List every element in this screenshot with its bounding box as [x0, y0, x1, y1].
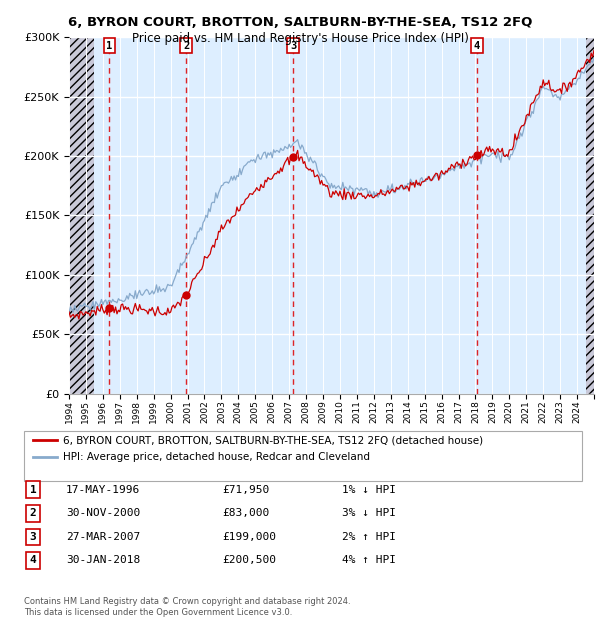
- Text: £71,950: £71,950: [222, 485, 269, 495]
- Text: 1: 1: [29, 485, 37, 495]
- Text: 3% ↓ HPI: 3% ↓ HPI: [342, 508, 396, 518]
- Text: 3: 3: [29, 532, 37, 542]
- Text: 27-MAR-2007: 27-MAR-2007: [66, 532, 140, 542]
- Text: 30-NOV-2000: 30-NOV-2000: [66, 508, 140, 518]
- Text: Price paid vs. HM Land Registry's House Price Index (HPI): Price paid vs. HM Land Registry's House …: [131, 32, 469, 45]
- Text: 1% ↓ HPI: 1% ↓ HPI: [342, 485, 396, 495]
- Bar: [586, 37, 594, 394]
- Text: 6, BYRON COURT, BROTTON, SALTBURN-BY-THE-SEA, TS12 2FQ: 6, BYRON COURT, BROTTON, SALTBURN-BY-THE…: [68, 16, 532, 29]
- Text: £199,000: £199,000: [222, 532, 276, 542]
- Text: HPI: Average price, detached house, Redcar and Cleveland: HPI: Average price, detached house, Redc…: [63, 452, 370, 462]
- Text: £200,500: £200,500: [222, 556, 276, 565]
- Bar: [69, 37, 94, 394]
- Text: 17-MAY-1996: 17-MAY-1996: [66, 485, 140, 495]
- Text: 2: 2: [183, 41, 190, 51]
- Text: 30-JAN-2018: 30-JAN-2018: [66, 556, 140, 565]
- Text: 4: 4: [29, 556, 37, 565]
- Text: This data is licensed under the Open Government Licence v3.0.: This data is licensed under the Open Gov…: [24, 608, 292, 617]
- Text: 3: 3: [290, 41, 296, 51]
- Text: £83,000: £83,000: [222, 508, 269, 518]
- Text: 2: 2: [29, 508, 37, 518]
- Text: 4% ↑ HPI: 4% ↑ HPI: [342, 556, 396, 565]
- Text: 4: 4: [473, 41, 480, 51]
- Text: 1: 1: [106, 41, 112, 51]
- Text: Contains HM Land Registry data © Crown copyright and database right 2024.: Contains HM Land Registry data © Crown c…: [24, 597, 350, 606]
- Text: 6, BYRON COURT, BROTTON, SALTBURN-BY-THE-SEA, TS12 2FQ (detached house): 6, BYRON COURT, BROTTON, SALTBURN-BY-THE…: [63, 435, 483, 445]
- Text: 2% ↑ HPI: 2% ↑ HPI: [342, 532, 396, 542]
